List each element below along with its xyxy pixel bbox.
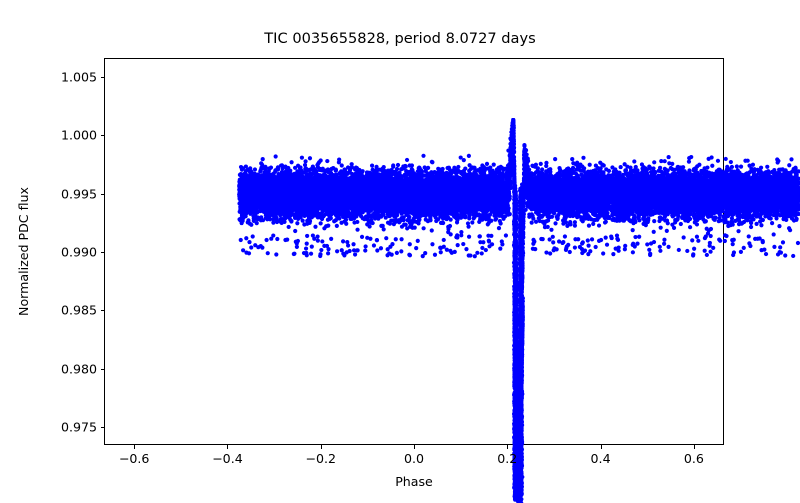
y-tick-label: 0.995 (60, 186, 97, 202)
x-tick-mark (693, 444, 695, 449)
page-title: TIC 0035655828, period 8.0727 days (264, 30, 536, 47)
y-tick-label: 0.990 (60, 244, 97, 260)
x-tick-mark (320, 444, 322, 449)
x-tick-label: 0.0 (403, 451, 425, 466)
x-tick-mark (414, 444, 415, 449)
scatter-plot-area (210, 118, 800, 503)
y-tick-mark (100, 193, 105, 195)
x-tick-mark (227, 444, 229, 449)
y-axis-label: Normalized PDC flux (14, 58, 32, 445)
y-tick-label: 1.005 (60, 69, 97, 85)
y-tick-label: 0.975 (60, 419, 97, 435)
y-tick-mark (100, 427, 105, 429)
y-tick-label: 0.980 (60, 361, 97, 377)
x-tick-mark (600, 444, 602, 449)
x-tick-mark (507, 444, 509, 449)
x-tick-label: 0.4 (590, 451, 611, 466)
x-tick-label: 0.6 (683, 451, 704, 466)
plot-axes: 0.975 0.980 0.985 0.990 0.995 1.000 1.005 −0.6… (61, 58, 800, 503)
x-tick-label: 0.2 (497, 451, 518, 466)
y-tick-mark (100, 310, 105, 312)
x-tick-label: −0.4 (212, 451, 243, 466)
x-tick-label: −0.2 (305, 451, 336, 466)
y-tick-label: 1.000 (60, 127, 97, 143)
y-tick-mark (100, 135, 105, 137)
y-tick-mark (100, 252, 105, 254)
x-axis-label: Phase (395, 474, 433, 489)
x-tick-label: −0.6 (118, 451, 150, 466)
y-tick-label: 0.985 (60, 302, 97, 318)
y-tick-mark (100, 77, 105, 79)
y-tick-mark (100, 368, 105, 370)
x-tick-mark (134, 444, 136, 449)
y-axis-label-text: Normalized PDC flux (15, 187, 31, 316)
